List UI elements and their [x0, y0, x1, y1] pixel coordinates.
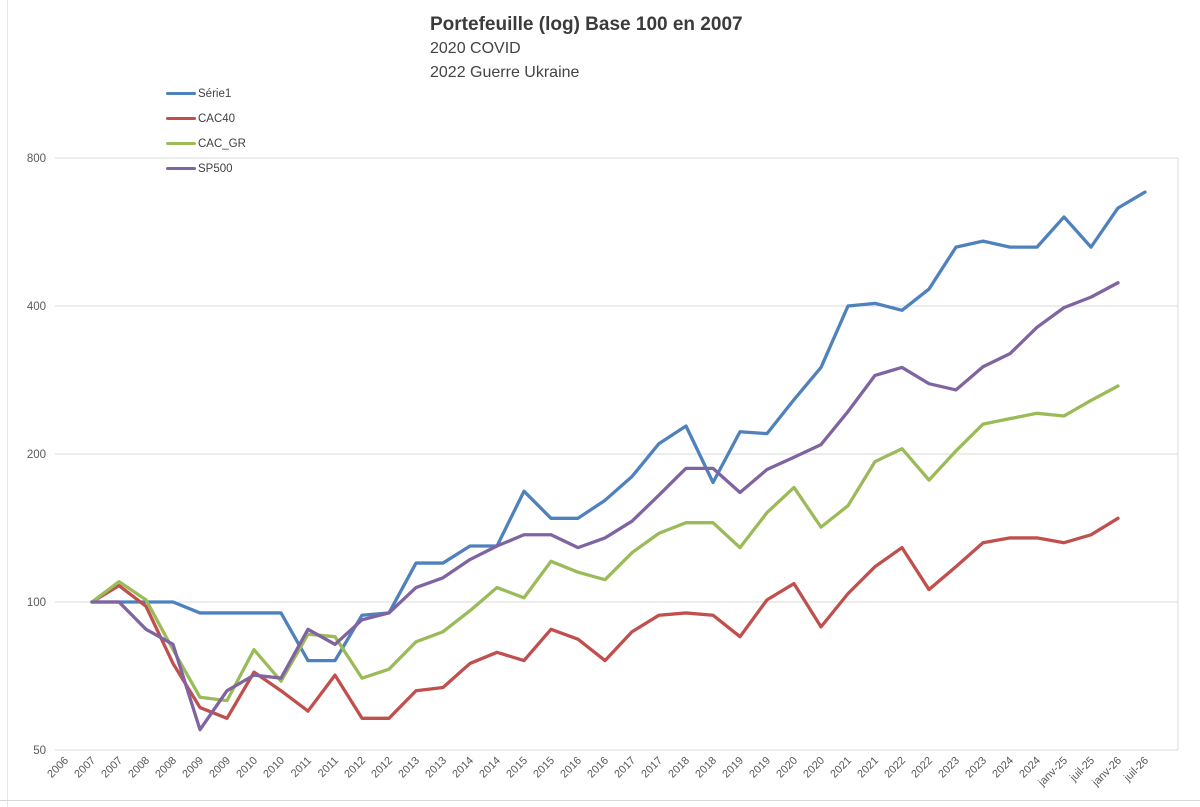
- x-axis-tick-label: 2024: [990, 755, 1016, 781]
- x-axis-tick-label: 2012: [342, 755, 368, 781]
- series-line-cac_gr[interactable]: [90, 384, 1120, 703]
- legend-line-icon: [166, 141, 196, 146]
- x-axis-tick-label: 2017: [612, 755, 638, 781]
- x-axis-tick-label: 2012: [369, 755, 395, 781]
- x-axis-tick-label: 2008: [126, 755, 152, 781]
- x-axis-tick-label: 2011: [316, 755, 341, 780]
- x-axis-tick-label: 2013: [396, 755, 422, 781]
- x-axis-tick-label: 2008: [153, 755, 179, 781]
- x-axis-tick-label: 2016: [558, 755, 584, 781]
- x-axis-tick-label: 2016: [585, 755, 611, 781]
- y-axis-tick-label: 100: [27, 597, 46, 609]
- x-axis-tick-label: 2021: [855, 755, 881, 781]
- x-axis-tick-label: 2022: [909, 755, 935, 781]
- title-block: Portefeuille (log) Base 100 en 2007 2020…: [430, 13, 743, 85]
- legend-label: SP500: [198, 162, 233, 175]
- legend-item-sp500[interactable]: SP500: [166, 156, 246, 181]
- x-axis-tick-label: 2013: [423, 755, 449, 781]
- x-axis-tick-label: 2014: [477, 755, 503, 781]
- series-line-cac40[interactable]: [90, 516, 1120, 720]
- x-axis-tick-label: janv-26: [1089, 755, 1124, 790]
- x-axis-tick-label: 2022: [882, 755, 908, 781]
- x-axis-tick-label: juil-26: [1121, 755, 1151, 785]
- x-axis-tick-label: 2023: [936, 755, 962, 781]
- y-axis-tick-label: 400: [27, 301, 46, 313]
- legend: Série1 CAC40 CAC_GR SP500: [166, 81, 246, 181]
- legend-item-cac40[interactable]: CAC40: [166, 106, 246, 131]
- x-axis-tick-label: 2023: [963, 755, 989, 781]
- legend-label: CAC_GR: [198, 137, 246, 150]
- x-axis-tick-label: 2017: [639, 755, 665, 781]
- x-axis-tick-label: 2009: [207, 755, 233, 781]
- x-axis-tick-label: 2020: [801, 755, 827, 781]
- x-axis-tick-label: 2009: [180, 755, 206, 781]
- x-axis-tick-label: 2015: [504, 755, 530, 781]
- chart-border-left: [7, 0, 8, 807]
- chart-subtitle-covid: 2020 COVID: [430, 39, 521, 57]
- x-axis-tick-label: 2015: [531, 755, 557, 781]
- y-axis-tick-label: 50: [33, 745, 46, 757]
- y-axis-tick-label: 800: [27, 153, 46, 165]
- x-axis-tick-label: janv-25: [1035, 755, 1070, 790]
- legend-line-icon: [166, 116, 196, 121]
- legend-item-cac-gr[interactable]: CAC_GR: [166, 131, 246, 156]
- legend-item-serie1[interactable]: Série1: [166, 81, 246, 106]
- x-axis-tick-label: 2007: [72, 755, 98, 781]
- x-axis-tick-label: 2019: [720, 755, 746, 781]
- x-axis-tick-label: 2019: [747, 755, 773, 781]
- x-axis-tick-label: 2018: [666, 755, 692, 781]
- x-axis-tick-label: 2010: [261, 755, 287, 781]
- legend-line-icon: [166, 91, 196, 96]
- x-axis-tick-label: 2018: [693, 755, 719, 781]
- legend-label: CAC40: [198, 112, 236, 125]
- series-line-série1[interactable]: [90, 190, 1147, 663]
- chart-title: Portefeuille (log) Base 100 en 2007: [430, 14, 743, 35]
- series-line-sp500[interactable]: [90, 281, 1120, 732]
- legend-label: Série1: [198, 87, 232, 100]
- chart-subtitle-ukraine: 2022 Guerre Ukraine: [430, 63, 580, 81]
- legend-line-icon: [166, 166, 196, 171]
- chart-border-bottom: [0, 800, 1200, 801]
- y-axis-tick-label: 200: [27, 449, 46, 461]
- x-axis-tick-label: 2014: [450, 755, 476, 781]
- x-axis-tick-label: 2011: [289, 755, 314, 780]
- x-axis-tick-label: 2010: [234, 755, 260, 781]
- x-axis-tick-label: 2007: [99, 755, 125, 781]
- x-axis-tick-label: 2006: [45, 755, 71, 781]
- x-axis-tick-label: 2020: [774, 755, 800, 781]
- x-axis-tick-label: 2021: [828, 755, 854, 781]
